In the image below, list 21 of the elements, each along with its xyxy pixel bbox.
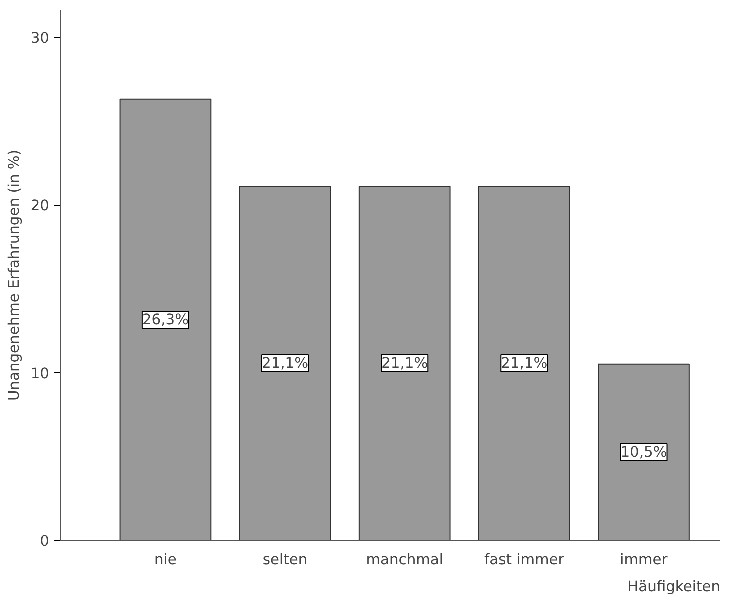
bar bbox=[120, 98, 212, 540]
x-tick-label: selten bbox=[262, 552, 308, 568]
y-tick-label: 30 bbox=[30, 30, 50, 47]
bar bbox=[598, 364, 690, 540]
data-label: 26,3% bbox=[142, 311, 190, 328]
bar bbox=[239, 186, 332, 540]
x-tick-label: immer bbox=[620, 552, 669, 568]
y-tick-label: 0 bbox=[40, 533, 50, 550]
x-axis-title: Häufigkeiten bbox=[628, 578, 721, 596]
y-tick-label: 10 bbox=[30, 365, 50, 382]
data-label: 21,1% bbox=[382, 355, 428, 372]
bar bbox=[358, 186, 451, 540]
y-tick-label: 20 bbox=[30, 198, 50, 215]
x-tick-label: manchmal bbox=[366, 552, 444, 568]
bar bbox=[478, 186, 570, 540]
x-tick-label: nie bbox=[154, 552, 177, 568]
data-label: 10,5% bbox=[620, 444, 668, 461]
data-label: 21,1% bbox=[501, 355, 548, 372]
x-tick-label: fast immer bbox=[484, 552, 566, 568]
data-label: 21,1% bbox=[262, 355, 309, 372]
y-axis-title: Unangenehme Erfahrungen (in %) bbox=[6, 150, 23, 402]
